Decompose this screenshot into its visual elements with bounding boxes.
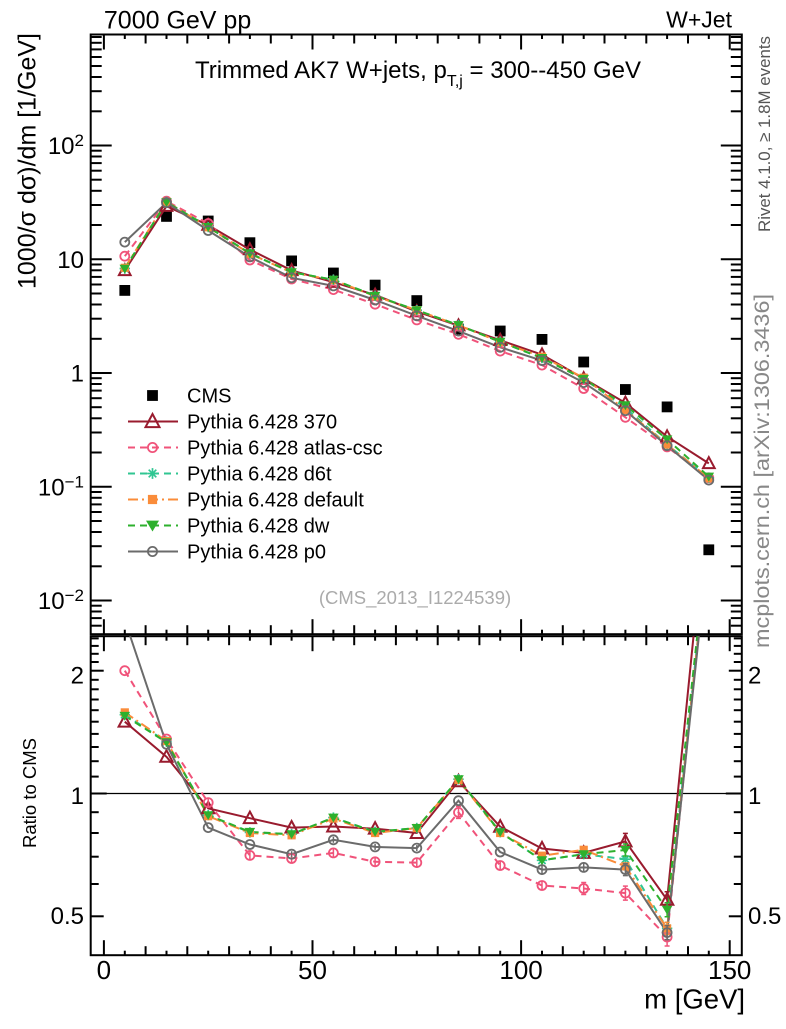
svg-text:Rivet 4.1.0, ≥ 1.8M events: Rivet 4.1.0, ≥ 1.8M events (755, 36, 774, 232)
svg-text:(CMS_2013_I1224539): (CMS_2013_I1224539) (319, 587, 511, 609)
svg-text:10: 10 (57, 247, 84, 274)
svg-text:2: 2 (748, 663, 761, 690)
svg-text:1: 1 (71, 361, 84, 388)
svg-text:mcplots.cern.ch [arXiv:1306.34: mcplots.cern.ch [arXiv:1306.3436] (751, 294, 774, 648)
svg-text:m [GeV]: m [GeV] (644, 984, 745, 1015)
svg-text:0: 0 (97, 955, 111, 985)
svg-text:0.5: 0.5 (748, 903, 781, 930)
svg-text:150: 150 (708, 955, 751, 985)
svg-text:Ratio to CMS: Ratio to CMS (19, 738, 40, 848)
svg-text:Pythia 6.428 370: Pythia 6.428 370 (187, 412, 337, 434)
svg-text:Pythia 6.428 default: Pythia 6.428 default (187, 490, 364, 512)
svg-text:Pythia 6.428 p0: Pythia 6.428 p0 (187, 542, 326, 564)
svg-text:Pythia 6.428 dw: Pythia 6.428 dw (187, 516, 330, 538)
svg-text:2: 2 (71, 663, 84, 690)
svg-text:1: 1 (748, 783, 761, 810)
svg-text:Pythia 6.428 atlas-csc: Pythia 6.428 atlas-csc (187, 438, 383, 460)
svg-text:1: 1 (71, 783, 84, 810)
svg-text:CMS: CMS (187, 386, 231, 408)
svg-text:Pythia 6.428 d6t: Pythia 6.428 d6t (187, 464, 332, 486)
svg-text:1000/σ dσ)/dm [1/GeV]: 1000/σ dσ)/dm [1/GeV] (14, 33, 42, 289)
svg-text:50: 50 (298, 955, 327, 985)
svg-text:7000 GeV pp: 7000 GeV pp (104, 7, 251, 35)
svg-text:100: 100 (499, 955, 542, 985)
svg-text:W+Jet: W+Jet (666, 7, 732, 33)
svg-text:0.5: 0.5 (51, 903, 84, 930)
